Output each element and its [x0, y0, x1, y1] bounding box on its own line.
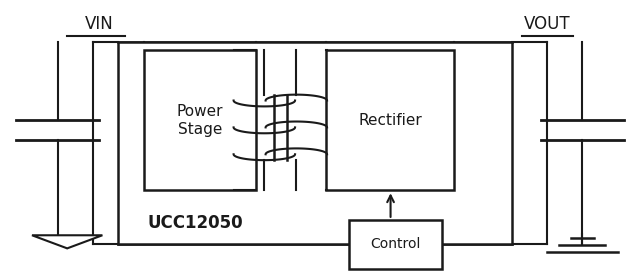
Bar: [326, 50, 454, 190]
Text: VOUT: VOUT: [524, 15, 570, 33]
Text: Rectifier: Rectifier: [358, 113, 422, 128]
Bar: [349, 220, 442, 269]
Text: Power
Stage: Power Stage: [177, 104, 223, 137]
Text: UCC12050: UCC12050: [147, 214, 243, 232]
Bar: [144, 50, 256, 190]
Text: Control: Control: [370, 237, 420, 251]
Text: VIN: VIN: [85, 15, 113, 33]
Bar: [118, 42, 512, 244]
Polygon shape: [32, 235, 102, 248]
